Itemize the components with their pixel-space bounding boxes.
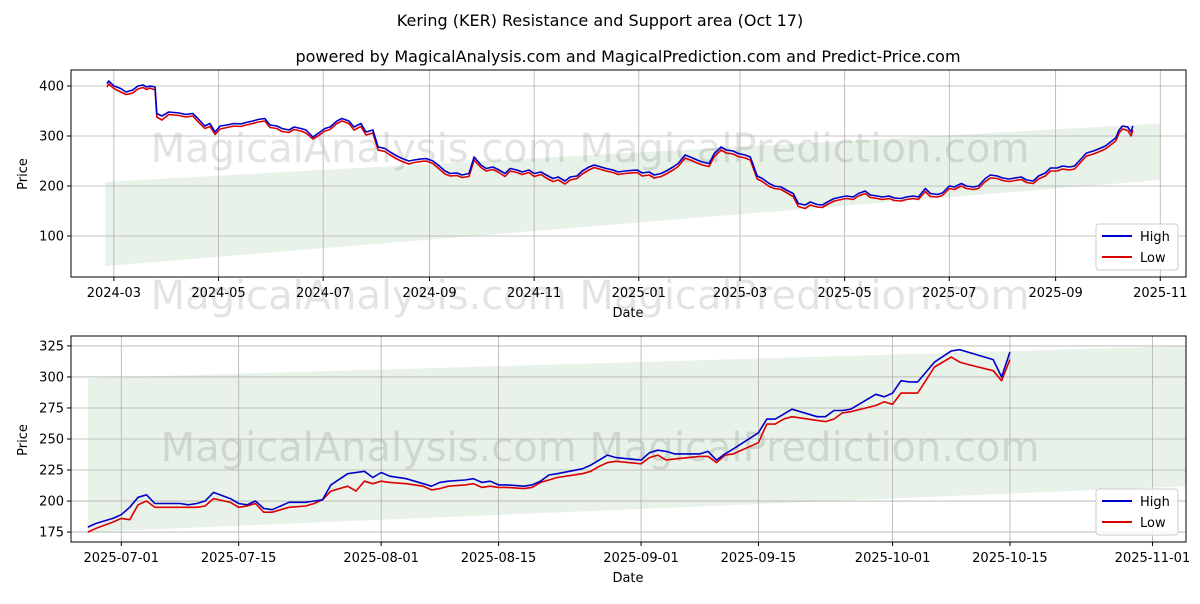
top-high-series-line bbox=[106, 80, 1134, 206]
top-x-axis-label: Date bbox=[612, 306, 643, 321]
bottom-y-tick-label: 250 bbox=[39, 433, 64, 448]
top-chart-panel: MagicalAnalysis.com MagicalPrediction.co… bbox=[16, 69, 1187, 321]
top-x-tick-label: 2025-09 bbox=[1028, 286, 1082, 301]
top-x-tick-label: 2024-09 bbox=[402, 286, 456, 301]
bottom-y-axis-label: Price bbox=[16, 424, 31, 456]
bottom-legend-high-label: High bbox=[1140, 495, 1170, 510]
bottom-x-axis-label: Date bbox=[612, 571, 643, 586]
bottom-x-tick-label: 2025-09-15 bbox=[721, 551, 797, 566]
bottom-y-tick-label: 325 bbox=[39, 339, 64, 354]
bottom-x-tick-label: 2025-07-15 bbox=[201, 551, 277, 566]
top-x-tick-label: 2025-03 bbox=[713, 286, 767, 301]
bottom-x-tick-label: 2025-11-01 bbox=[1115, 551, 1191, 566]
bottom-legend: High Low bbox=[1095, 488, 1179, 536]
chart-subtitle: powered by MagicalAnalysis.com and Magic… bbox=[295, 47, 960, 66]
bottom-x-tick-label: 2025-09-01 bbox=[603, 551, 679, 566]
top-grid bbox=[71, 70, 1186, 277]
top-y-tick-label: 100 bbox=[39, 230, 64, 245]
top-x-tick-label: 2024-07 bbox=[296, 286, 350, 301]
bottom-x-tick-label: 2025-08-01 bbox=[343, 551, 419, 566]
bottom-x-tick-label: 2025-08-15 bbox=[461, 551, 537, 566]
top-legend-high-label: High bbox=[1140, 230, 1170, 245]
bottom-watermark: MagicalAnalysis.com MagicalPrediction.co… bbox=[161, 425, 1040, 471]
top-x-tick-label: 2025-07 bbox=[922, 286, 976, 301]
top-legend: High Low bbox=[1095, 223, 1179, 271]
bottom-axis-ticks: 2025-07-01 2025-07-15 2025-08-01 2025-08-15… bbox=[39, 339, 1190, 566]
bottom-grid bbox=[71, 336, 1186, 542]
top-plot-frame bbox=[70, 69, 1187, 278]
bottom-high-series-line bbox=[87, 348, 1011, 528]
bottom-y-tick-label: 225 bbox=[39, 464, 64, 479]
bottom-y-tick-label: 275 bbox=[39, 401, 64, 416]
bottom-chart-panel: MagicalAnalysis.com MagicalPrediction.co… bbox=[16, 335, 1190, 586]
top-x-tick-label: 2024-11 bbox=[507, 286, 561, 301]
top-y-tick-label: 400 bbox=[39, 80, 64, 95]
bottom-x-tick-label: 2025-10-15 bbox=[972, 551, 1048, 566]
top-support-resistance-band bbox=[105, 123, 1161, 266]
top-y-tick-label: 300 bbox=[39, 130, 64, 145]
top-y-axis-label: Price bbox=[16, 158, 31, 190]
top-legend-low-label: Low bbox=[1140, 251, 1166, 266]
top-band-area bbox=[105, 123, 1161, 266]
top-x-tick-label: 2024-03 bbox=[87, 286, 141, 301]
top-low-series-line bbox=[106, 83, 1134, 210]
top-x-tick-label: 2025-05 bbox=[817, 286, 871, 301]
bottom-y-tick-label: 300 bbox=[39, 370, 64, 385]
top-watermark-lower: MagicalAnalysis.com MagicalPrediction.co… bbox=[151, 273, 1030, 319]
top-x-tick-label: 2025-11 bbox=[1133, 286, 1187, 301]
bottom-series bbox=[87, 348, 1011, 533]
top-x-tick-label: 2024-05 bbox=[191, 286, 245, 301]
bottom-y-tick-label: 200 bbox=[39, 495, 64, 510]
top-series bbox=[106, 80, 1134, 210]
bottom-low-series-line bbox=[87, 356, 1011, 533]
chart-title: Kering (KER) Resistance and Support area… bbox=[397, 11, 803, 30]
bottom-x-tick-label: 2025-07-01 bbox=[84, 551, 160, 566]
bottom-y-tick-label: 175 bbox=[39, 526, 64, 541]
top-watermark: MagicalAnalysis.com MagicalPrediction.co… bbox=[151, 126, 1030, 172]
top-y-tick-label: 200 bbox=[39, 180, 64, 195]
top-x-tick-label: 2025-01 bbox=[612, 286, 666, 301]
bottom-x-tick-label: 2025-10-01 bbox=[855, 551, 931, 566]
bottom-legend-low-label: Low bbox=[1140, 516, 1166, 531]
top-axis-ticks: 2024-03 2024-05 2024-07 2024-09 2024-11 2025-… bbox=[39, 80, 1187, 302]
